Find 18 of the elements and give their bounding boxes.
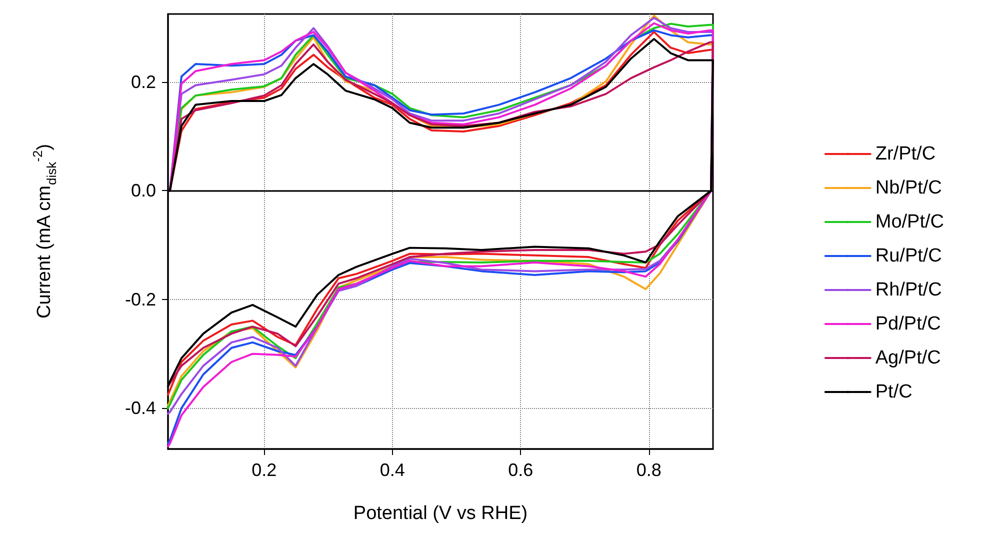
legend-label: Pt/C <box>875 382 912 402</box>
legend-label: Mo/Pt/C <box>875 212 944 232</box>
legend-label: Pd/Pt/C <box>875 314 941 334</box>
x-tick-label: 0.4 <box>380 460 405 480</box>
legend-label: Zr/Pt/C <box>875 144 936 164</box>
y-axis-title: Current (mA cmdisk-2) <box>30 144 59 319</box>
x-axis-title: Potential (V vs RHE) <box>353 503 528 524</box>
x-tick-label: 0.2 <box>252 460 277 480</box>
x-tick-label: 0.6 <box>508 460 534 480</box>
legend-label: Rh/Pt/C <box>875 280 942 300</box>
y-tick-label: -0.2 <box>124 289 156 310</box>
x-tick-label: 0.8 <box>636 460 662 480</box>
y-tick-label: 0.0 <box>130 180 156 201</box>
legend-label: Ru/Pt/C <box>875 246 942 266</box>
y-tick-label: 0.2 <box>130 72 156 92</box>
legend-label: Nb/Pt/C <box>875 178 942 198</box>
legend-label: Ag/Pt/C <box>875 348 941 368</box>
y-tick-label: -0.4 <box>124 398 156 418</box>
